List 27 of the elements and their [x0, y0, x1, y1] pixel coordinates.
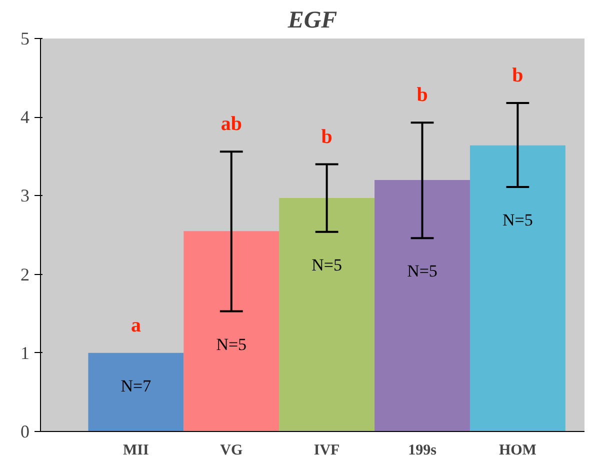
- x-tick-label: VG: [220, 442, 243, 458]
- y-tick-label: 4: [20, 107, 30, 128]
- annotation: a: [130, 314, 141, 336]
- x-tick-label: HOM: [498, 442, 536, 458]
- y-tick-label: 3: [20, 186, 30, 206]
- annotation: N=7: [120, 376, 152, 396]
- bar: [184, 231, 280, 432]
- chart-title: EGF: [286, 8, 338, 34]
- annotation: N=5: [216, 334, 247, 354]
- annotation: N=5: [502, 210, 533, 230]
- y-tick-label: 2: [20, 264, 30, 284]
- bar: [374, 180, 470, 432]
- annotation: b: [512, 64, 524, 86]
- y-tick-label: 0: [20, 422, 30, 442]
- x-tick-label: 199s: [408, 442, 437, 458]
- x-tick-label: IVF: [314, 442, 340, 458]
- bar: [470, 145, 566, 432]
- y-tick-label: 5: [20, 28, 30, 48]
- annotation: N=5: [312, 255, 342, 274]
- annotation: ab: [220, 113, 242, 136]
- bar: [88, 352, 184, 432]
- annotation: N=5: [407, 262, 438, 281]
- annotation: b: [321, 126, 332, 148]
- annotation: b: [416, 84, 428, 106]
- x-tick-label: MII: [123, 442, 150, 458]
- bar: [279, 198, 375, 432]
- y-tick-label: 1: [20, 342, 30, 363]
